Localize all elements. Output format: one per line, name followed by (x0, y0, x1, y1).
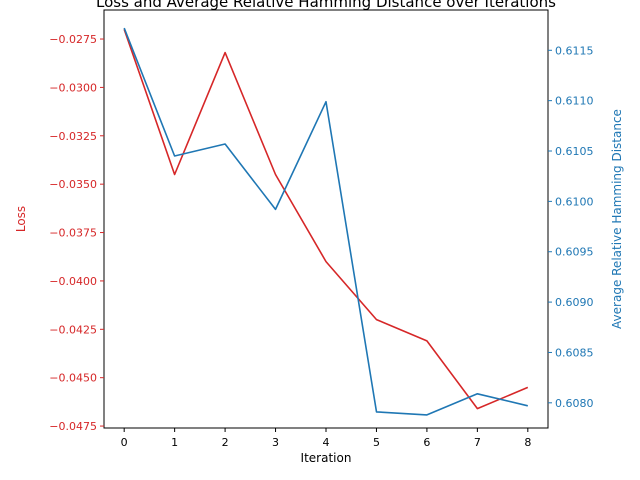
left-tick-label: −0.0275 (49, 33, 97, 46)
x-axis-label: Iteration (301, 451, 352, 465)
right-tick-label: 0.6080 (555, 397, 594, 410)
plot-area: 0 1 2 3 4 5 6 7 8 −0.0275 −0.0300 −0.0325 −0.0350 −0.… (49, 9, 594, 449)
x-tick-label: 3 (272, 436, 279, 449)
x-tick-label: 4 (323, 436, 330, 449)
chart-title: Loss and Average Relative Hamming Distan… (96, 0, 556, 11)
series-line-loss (123, 29, 529, 410)
x-tick-label: 8 (524, 436, 531, 449)
left-tick-label: −0.0475 (49, 420, 97, 433)
series-line-hamming (123, 27, 528, 416)
right-tick-label: 0.6085 (555, 346, 594, 359)
left-axis-label: Loss (14, 206, 28, 232)
right-tick-label: 0.6115 (555, 44, 594, 57)
left-tick-label: −0.0375 (49, 227, 97, 240)
x-tick-label: 6 (423, 436, 430, 449)
right-axis-label: Average Relative Hamming Distance (610, 109, 624, 329)
left-tick-label: −0.0450 (49, 372, 97, 385)
left-tick-label: −0.0300 (49, 81, 97, 94)
left-tick-label: −0.0325 (49, 130, 97, 143)
right-tick-label: 0.6095 (555, 246, 594, 259)
right-tick-label: 0.6105 (555, 145, 594, 158)
x-tick-label: 1 (171, 436, 178, 449)
left-tick-label: −0.0425 (49, 323, 97, 336)
left-tick-label: −0.0400 (49, 275, 97, 288)
x-tick-label: 5 (373, 436, 380, 449)
right-tick-label: 0.6100 (555, 195, 594, 208)
left-tick-label: −0.0350 (49, 178, 97, 191)
right-tick-label: 0.6110 (555, 95, 594, 108)
x-tick-label: 7 (474, 436, 481, 449)
right-tick-label: 0.6090 (555, 296, 594, 309)
x-tick-label: 2 (222, 436, 229, 449)
x-tick-label: 0 (121, 436, 128, 449)
